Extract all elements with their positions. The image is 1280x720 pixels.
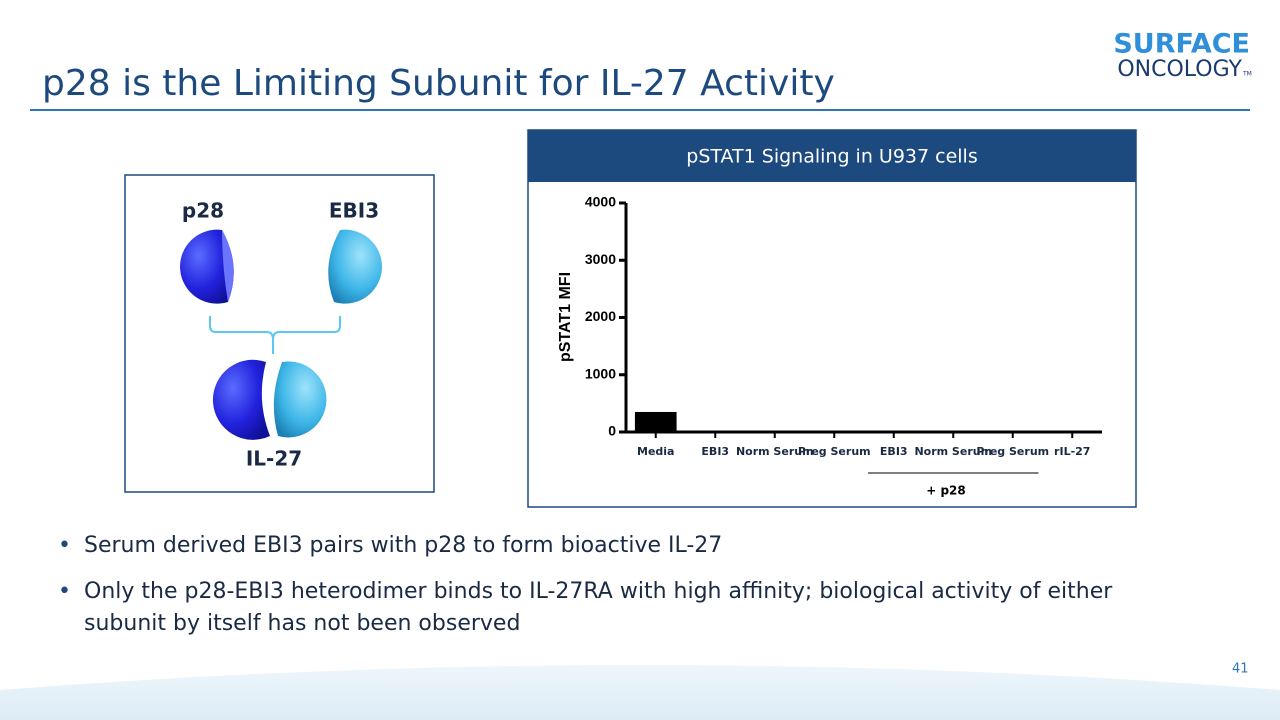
x-tick-label: Media bbox=[637, 445, 674, 458]
bullet: Only the p28-EBI3 heterodimer binds to I… bbox=[58, 576, 1138, 640]
complex-label: IL-27 bbox=[246, 447, 302, 471]
bullet: Serum derived EBI3 pairs with p28 to for… bbox=[58, 530, 1138, 562]
subunit-label: p28 bbox=[182, 199, 224, 223]
bar bbox=[991, 431, 1034, 432]
x-tick-label: EBI3 bbox=[880, 445, 908, 458]
x-tick-label: Preg Serum bbox=[976, 445, 1049, 458]
x-tick-label: rIL-27 bbox=[1054, 445, 1090, 458]
logo-mark: TM bbox=[1242, 71, 1252, 78]
y-tick-label: 2000 bbox=[585, 308, 616, 324]
page-number: 41 bbox=[1232, 662, 1249, 677]
footer-wave bbox=[0, 665, 1280, 720]
il27-shape bbox=[273, 361, 327, 438]
y-tick-label: 3000 bbox=[585, 251, 616, 267]
x-tick-label: Preg Serum bbox=[798, 445, 871, 458]
bar bbox=[753, 431, 796, 432]
slide-title: p28 is the Limiting Subunit for IL-27 Ac… bbox=[42, 63, 835, 104]
y-tick-label: 0 bbox=[608, 423, 616, 439]
bar bbox=[932, 431, 975, 432]
il27-shape bbox=[212, 359, 270, 440]
p28-face bbox=[222, 230, 234, 302]
diagram-box bbox=[124, 174, 435, 493]
bar bbox=[813, 431, 856, 432]
bar bbox=[872, 431, 915, 432]
y-tick-label: 1000 bbox=[585, 365, 616, 381]
y-axis-label: pSTAT1 MFI bbox=[557, 272, 574, 362]
subunit-label: EBI3 bbox=[329, 199, 379, 223]
x-tick-label: Norm Serum bbox=[914, 445, 992, 458]
bracket bbox=[209, 316, 341, 354]
logo-line2: ONCOLOGY bbox=[1117, 57, 1242, 82]
logo-line1: SURFACE bbox=[1113, 29, 1250, 60]
y-tick-label: 4000 bbox=[585, 194, 616, 210]
x-tick-label: EBI3 bbox=[701, 445, 729, 458]
group-label: + p28 bbox=[926, 484, 966, 498]
bar bbox=[634, 411, 677, 432]
bar bbox=[1051, 430, 1094, 432]
chart-panel bbox=[527, 129, 1137, 508]
chart-title: pSTAT1 Signaling in U937 cells bbox=[686, 146, 977, 168]
x-tick-label: Norm Serum bbox=[736, 445, 814, 458]
bullet-list: Serum derived EBI3 pairs with p28 to for… bbox=[58, 530, 1138, 654]
ebi3-shape bbox=[328, 229, 382, 304]
p28-shape bbox=[180, 229, 234, 304]
chart-header bbox=[528, 130, 1136, 182]
